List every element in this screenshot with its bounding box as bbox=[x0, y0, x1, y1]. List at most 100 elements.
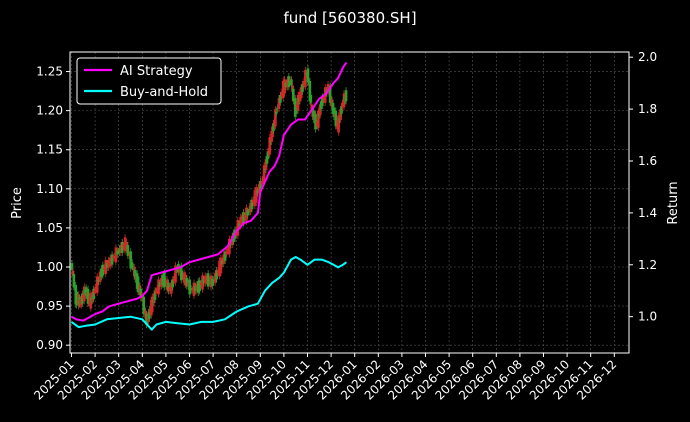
y-tick-label: 0.95 bbox=[36, 299, 63, 313]
candle-body bbox=[272, 123, 275, 131]
candle-body bbox=[116, 250, 120, 255]
candle-body bbox=[281, 80, 285, 99]
candle-body bbox=[97, 279, 100, 282]
candle-body bbox=[218, 260, 221, 277]
candle-body bbox=[266, 151, 270, 160]
candle-body bbox=[84, 287, 88, 296]
candle-body bbox=[123, 237, 127, 252]
candle-body bbox=[264, 159, 268, 171]
candle-body bbox=[310, 104, 314, 110]
candle-body bbox=[252, 199, 255, 203]
candle-body bbox=[274, 109, 277, 127]
candle-body bbox=[92, 288, 95, 300]
y2-axis-label: Return bbox=[666, 181, 681, 224]
candle-body bbox=[250, 199, 254, 210]
y-axis: 0.90 0.95 1.00 1.05 1.10 1.15 1.20 1.25 bbox=[36, 65, 70, 352]
series-line-buy-and-hold bbox=[70, 256, 347, 331]
candle-body bbox=[228, 238, 231, 255]
candle-body bbox=[196, 281, 200, 293]
candle-body bbox=[243, 215, 247, 217]
candle-body bbox=[340, 105, 343, 114]
candle-body bbox=[286, 79, 289, 88]
legend-label-ai-strategy: AI Strategy bbox=[120, 64, 193, 79]
candle-body bbox=[125, 241, 128, 250]
candle-body bbox=[136, 276, 140, 293]
y-tick-label: 0.90 bbox=[36, 338, 63, 352]
candle-body bbox=[201, 275, 204, 290]
candle-body bbox=[75, 292, 78, 306]
y2-tick-label: 1.8 bbox=[638, 102, 657, 116]
candle-body bbox=[222, 254, 226, 264]
candle-body bbox=[237, 223, 241, 227]
candle-body bbox=[279, 95, 282, 103]
candle-body bbox=[212, 279, 216, 283]
candle-body bbox=[277, 98, 281, 110]
candle-body bbox=[103, 267, 106, 270]
candle-body bbox=[171, 279, 175, 288]
y2-tick-label: 1.0 bbox=[638, 310, 657, 324]
candle-body bbox=[142, 296, 146, 314]
y-tick-label: 1.20 bbox=[36, 104, 63, 118]
candle-body bbox=[98, 271, 102, 282]
series-lines bbox=[70, 61, 348, 331]
candle-body bbox=[139, 288, 143, 299]
y2-axis: 1.0 1.2 1.4 1.6 1.8 2.0 bbox=[629, 50, 657, 324]
candle-body bbox=[95, 276, 99, 293]
grid bbox=[70, 52, 629, 353]
candle-body bbox=[275, 112, 278, 114]
candle-body bbox=[148, 309, 151, 319]
candle-body bbox=[329, 96, 333, 102]
candle-body bbox=[230, 235, 234, 246]
candle-body bbox=[302, 80, 306, 86]
y-tick-label: 1.25 bbox=[36, 65, 63, 79]
candle-body bbox=[157, 279, 160, 295]
candle-body bbox=[246, 210, 250, 216]
candle-body bbox=[185, 277, 189, 287]
candle-body bbox=[133, 270, 137, 280]
candle-body bbox=[221, 260, 224, 264]
candle-body bbox=[247, 209, 251, 213]
candle-body bbox=[71, 270, 75, 277]
candle-body bbox=[299, 87, 303, 99]
candle-body bbox=[280, 91, 284, 97]
candle-body bbox=[155, 288, 159, 291]
candle-body bbox=[179, 265, 183, 281]
candle-body bbox=[153, 290, 157, 300]
candle-body bbox=[104, 259, 108, 275]
candle-body bbox=[182, 272, 186, 283]
candle-body bbox=[229, 241, 233, 246]
candle-body bbox=[174, 265, 177, 283]
candle-body bbox=[283, 79, 286, 94]
candle-body bbox=[314, 113, 317, 130]
candle-body bbox=[265, 155, 269, 164]
candle-body bbox=[254, 187, 258, 203]
candle-body bbox=[294, 104, 298, 114]
candle-body bbox=[260, 181, 264, 185]
candle-body bbox=[170, 282, 173, 294]
candle-body bbox=[334, 110, 338, 127]
candle-body bbox=[306, 68, 310, 83]
candle-body bbox=[187, 282, 190, 287]
legend-box bbox=[76, 57, 222, 105]
candle-body bbox=[119, 245, 123, 253]
candle-body bbox=[344, 90, 348, 102]
legend-label-buy-and-hold: Buy-and-Hold bbox=[120, 85, 208, 100]
candle-body bbox=[239, 216, 243, 227]
candle-body bbox=[219, 257, 223, 274]
candle-body bbox=[256, 190, 260, 194]
y-tick-label: 1.15 bbox=[36, 143, 63, 157]
candle-body bbox=[211, 278, 214, 286]
candle-body bbox=[257, 184, 261, 194]
candle-body bbox=[223, 251, 227, 261]
y-tick-label: 1.05 bbox=[36, 221, 63, 235]
candle-body bbox=[292, 88, 295, 102]
candle-body bbox=[287, 76, 291, 88]
candle-body bbox=[150, 296, 154, 313]
candle-body bbox=[120, 241, 124, 253]
candle-body bbox=[301, 84, 304, 92]
candle-body bbox=[328, 85, 332, 103]
candle-body bbox=[100, 268, 103, 278]
candle-body bbox=[143, 307, 146, 313]
candle-body bbox=[253, 190, 257, 207]
candle-body bbox=[172, 276, 176, 282]
